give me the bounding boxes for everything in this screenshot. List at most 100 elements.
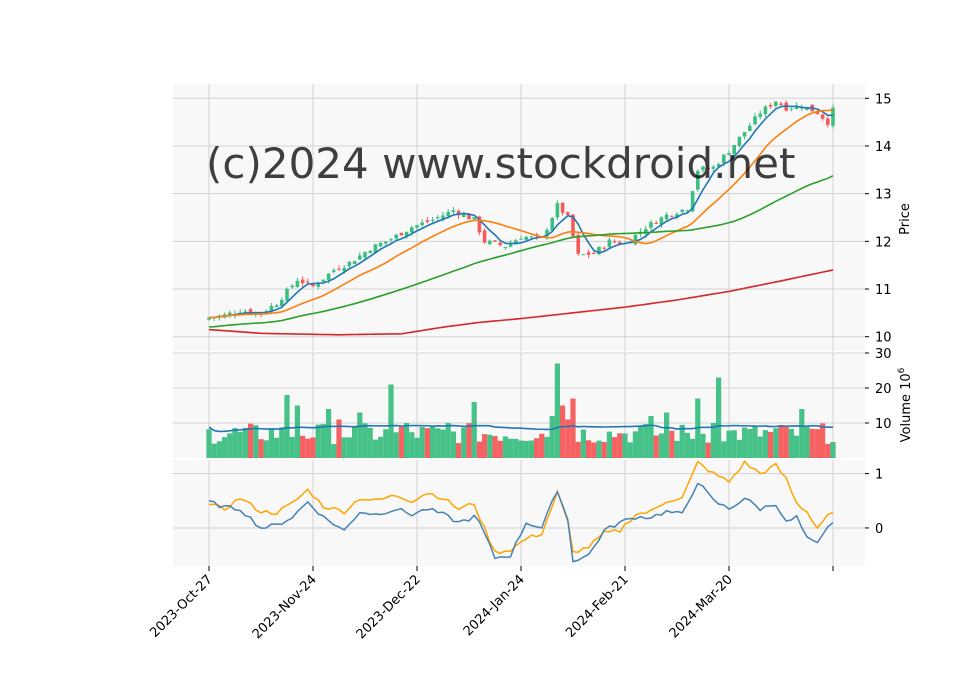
ma200-line (208, 269, 834, 336)
candle-body (441, 215, 445, 220)
xtick-label: 2024-Jan-24 (461, 572, 528, 639)
volume-bar (419, 426, 425, 458)
candle-body (467, 214, 471, 220)
volume-bar (310, 437, 316, 458)
volume-bar (773, 428, 779, 458)
volume-bar (565, 419, 571, 458)
candle-body (368, 250, 372, 253)
candle-body (316, 284, 320, 287)
candle-body (514, 240, 518, 245)
volume-bar (414, 437, 420, 458)
candle-body (508, 243, 513, 247)
volume-bar (742, 427, 748, 458)
candle-body (519, 238, 523, 240)
candle-body (722, 154, 726, 164)
candle-body (654, 222, 658, 224)
volume-bar (726, 430, 732, 458)
oscillator-ytick-label: 0 (875, 522, 883, 537)
candle-body (789, 108, 794, 110)
volume-bar (424, 428, 430, 458)
volume-bar (825, 443, 831, 458)
candle-body (779, 103, 783, 105)
volume-bar (554, 363, 560, 458)
volume-bar (253, 425, 259, 458)
xtick-label: 2024-Mar-20 (667, 572, 736, 641)
volume-bar (372, 439, 378, 458)
volume-bar (404, 423, 410, 458)
volume-bar (320, 424, 326, 458)
candle-body (597, 247, 601, 255)
candle-body (732, 144, 736, 155)
volume-bar (596, 440, 602, 458)
volume-bar (383, 429, 389, 458)
candle-body (274, 305, 279, 308)
candle-body (545, 229, 549, 237)
volume-bar (523, 440, 529, 458)
volume-bar (409, 432, 415, 458)
volume-bar (679, 424, 685, 458)
candle-body (753, 116, 757, 125)
candle-body (696, 170, 700, 190)
candle-body (680, 209, 684, 212)
x-axis: 2023-Oct-27 2023-Nov-24 2023-Dec-22 2024-Ja… (147, 566, 834, 642)
candle-body (690, 191, 695, 212)
volume-bar (357, 412, 363, 458)
volume-bar (560, 405, 566, 458)
candle-body (592, 253, 596, 255)
volume-bar (346, 437, 352, 458)
candle-body (727, 153, 731, 155)
candle-body (831, 107, 835, 126)
candle-body (295, 280, 300, 288)
volume-bar (658, 433, 664, 458)
volume-bar (617, 433, 623, 458)
candle-body (342, 267, 346, 272)
candle-body (472, 217, 476, 220)
candle-body (404, 231, 409, 237)
volume-bar (393, 432, 399, 458)
volume-bar (710, 423, 716, 458)
candle-body (207, 317, 211, 320)
oscillator-ytick-label: 1 (875, 468, 883, 483)
volume-bar (336, 419, 342, 458)
volume-bar (648, 416, 654, 458)
volume-bar (513, 438, 519, 458)
oscillator-background (173, 460, 865, 566)
candle-body (493, 240, 497, 242)
candle-body (311, 284, 315, 287)
candle-body (748, 125, 752, 132)
candle-body (618, 242, 622, 245)
volume-bar (539, 433, 545, 458)
volume-bar (222, 437, 228, 458)
candle-body (446, 211, 450, 216)
ma50-line (208, 175, 834, 328)
volume-bar (471, 402, 477, 458)
volume-bar (736, 439, 742, 458)
volume-bar (300, 435, 306, 458)
price-ytick-label: 11 (875, 283, 892, 298)
candle-body (410, 227, 414, 233)
candle-body (701, 166, 705, 171)
volume-bar (747, 429, 753, 458)
volume-axis-label-exponent: 6 (897, 367, 907, 373)
candle-body (826, 118, 830, 125)
candle-body (456, 210, 461, 216)
candle-body (763, 106, 768, 115)
candle-body (352, 261, 357, 265)
volume-bar (378, 436, 384, 458)
volume-bar (591, 442, 597, 458)
volume-bar (690, 438, 696, 458)
volume-bar (518, 440, 524, 458)
volume-bar (664, 412, 670, 458)
oscillator-panel: 01 (173, 459, 883, 566)
volume-bar (788, 428, 794, 458)
oscillator-line-0 (208, 459, 834, 555)
volume-ytick-label: 10 (875, 417, 892, 432)
candle-body (586, 252, 591, 255)
volume-bar (248, 423, 254, 458)
volume-bar (211, 443, 217, 458)
candle-body (742, 132, 747, 137)
candle-body (659, 217, 664, 225)
volume-bar (492, 436, 498, 458)
volume-bar (258, 439, 264, 458)
candle-body (300, 279, 305, 284)
